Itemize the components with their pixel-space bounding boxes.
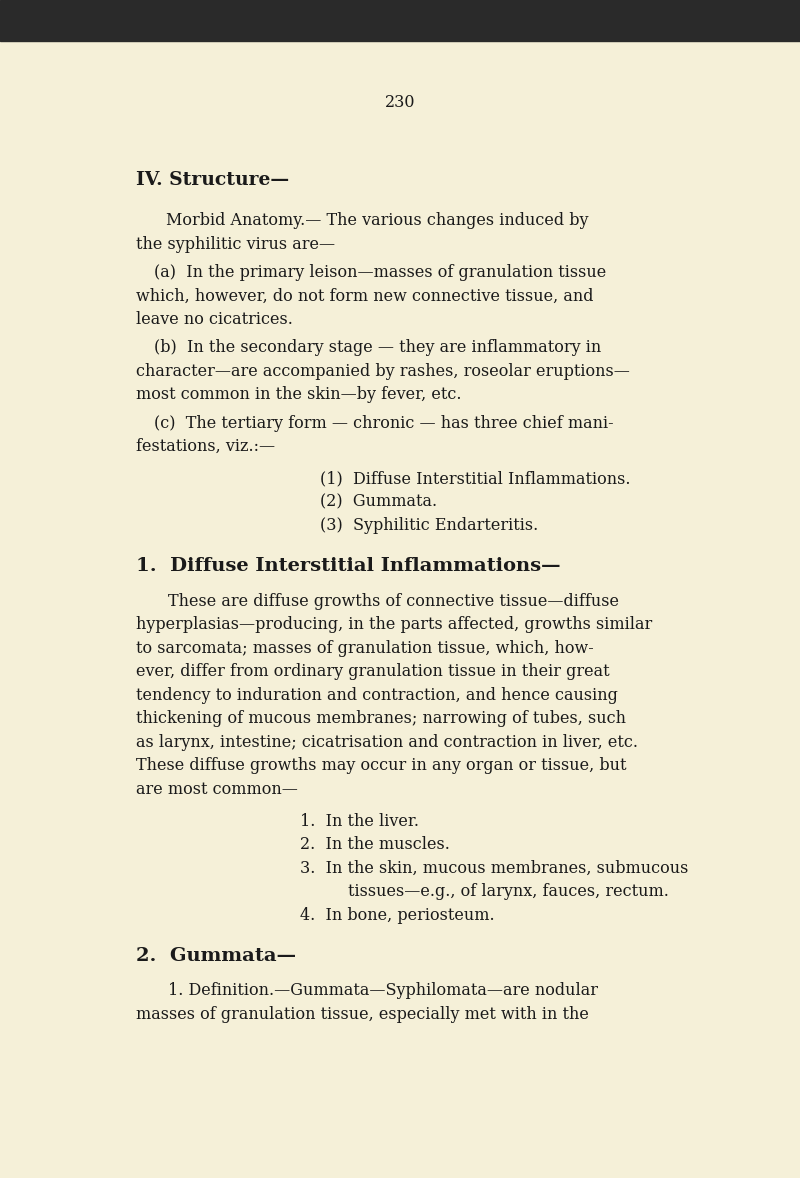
Text: 4.  In bone, periosteum.: 4. In bone, periosteum. bbox=[300, 907, 494, 924]
Text: IV. Structure—: IV. Structure— bbox=[136, 171, 289, 188]
Text: (1)  Diffuse Interstitial Inflammations.: (1) Diffuse Interstitial Inflammations. bbox=[320, 470, 630, 487]
Text: the syphilitic virus are—: the syphilitic virus are— bbox=[136, 236, 335, 252]
Text: These are diffuse growths of connective tissue—diffuse: These are diffuse growths of connective … bbox=[168, 593, 619, 609]
Text: 1.  In the liver.: 1. In the liver. bbox=[300, 813, 419, 829]
Text: (a)  In the primary leison—masses of granulation tissue: (a) In the primary leison—masses of gran… bbox=[154, 264, 606, 280]
Text: 2.  In the muscles.: 2. In the muscles. bbox=[300, 836, 450, 853]
Text: These diffuse growths may occur in any organ or tissue, but: These diffuse growths may occur in any o… bbox=[136, 757, 626, 774]
Text: 1. Definition.—Gummata—Syphilomata—are nodular: 1. Definition.—Gummata—Syphilomata—are n… bbox=[168, 982, 598, 999]
Text: leave no cicatrices.: leave no cicatrices. bbox=[136, 311, 293, 327]
Text: tendency to induration and contraction, and hence causing: tendency to induration and contraction, … bbox=[136, 687, 618, 703]
Text: most common in the skin—by fever, etc.: most common in the skin—by fever, etc. bbox=[136, 386, 462, 403]
Text: 2.  Gummata—: 2. Gummata— bbox=[136, 947, 296, 965]
Text: are most common—: are most common— bbox=[136, 781, 298, 798]
Text: as larynx, intestine; cicatrisation and contraction in liver, etc.: as larynx, intestine; cicatrisation and … bbox=[136, 734, 638, 750]
Text: 1.  Diffuse Interstitial Inflammations—: 1. Diffuse Interstitial Inflammations— bbox=[136, 557, 561, 575]
Text: 3.  In the skin, mucous membranes, submucous: 3. In the skin, mucous membranes, submuc… bbox=[300, 860, 688, 876]
Text: (3)  Syphilitic Endarteritis.: (3) Syphilitic Endarteritis. bbox=[320, 517, 538, 534]
Text: hyperplasias—producing, in the parts affected, growths similar: hyperplasias—producing, in the parts aff… bbox=[136, 616, 652, 633]
Text: (b)  In the secondary stage — they are inflammatory in: (b) In the secondary stage — they are in… bbox=[154, 339, 602, 356]
Text: 230: 230 bbox=[385, 94, 415, 111]
Text: ever, differ from ordinary granulation tissue in their great: ever, differ from ordinary granulation t… bbox=[136, 663, 610, 680]
Text: (c)  The tertiary form — chronic — has three chief mani-: (c) The tertiary form — chronic — has th… bbox=[154, 415, 614, 431]
Text: character—are accompanied by rashes, roseolar eruptions—: character—are accompanied by rashes, ros… bbox=[136, 363, 630, 379]
Text: thickening of mucous membranes; narrowing of tubes, such: thickening of mucous membranes; narrowin… bbox=[136, 710, 626, 727]
Text: (2)  Gummata.: (2) Gummata. bbox=[320, 494, 437, 510]
Text: masses of granulation tissue, especially met with in the: masses of granulation tissue, especially… bbox=[136, 1006, 589, 1023]
Text: which, however, do not form new connective tissue, and: which, however, do not form new connecti… bbox=[136, 287, 594, 304]
Text: to sarcomata; masses of granulation tissue, which, how-: to sarcomata; masses of granulation tiss… bbox=[136, 640, 594, 656]
Text: Morbid Anatomy.— The various changes induced by: Morbid Anatomy.— The various changes ind… bbox=[166, 212, 589, 229]
Text: festations, viz.:—: festations, viz.:— bbox=[136, 438, 275, 455]
Text: tissues—e.g., of larynx, fauces, rectum.: tissues—e.g., of larynx, fauces, rectum. bbox=[348, 884, 669, 900]
Bar bbox=[0, 0, 800, 41]
